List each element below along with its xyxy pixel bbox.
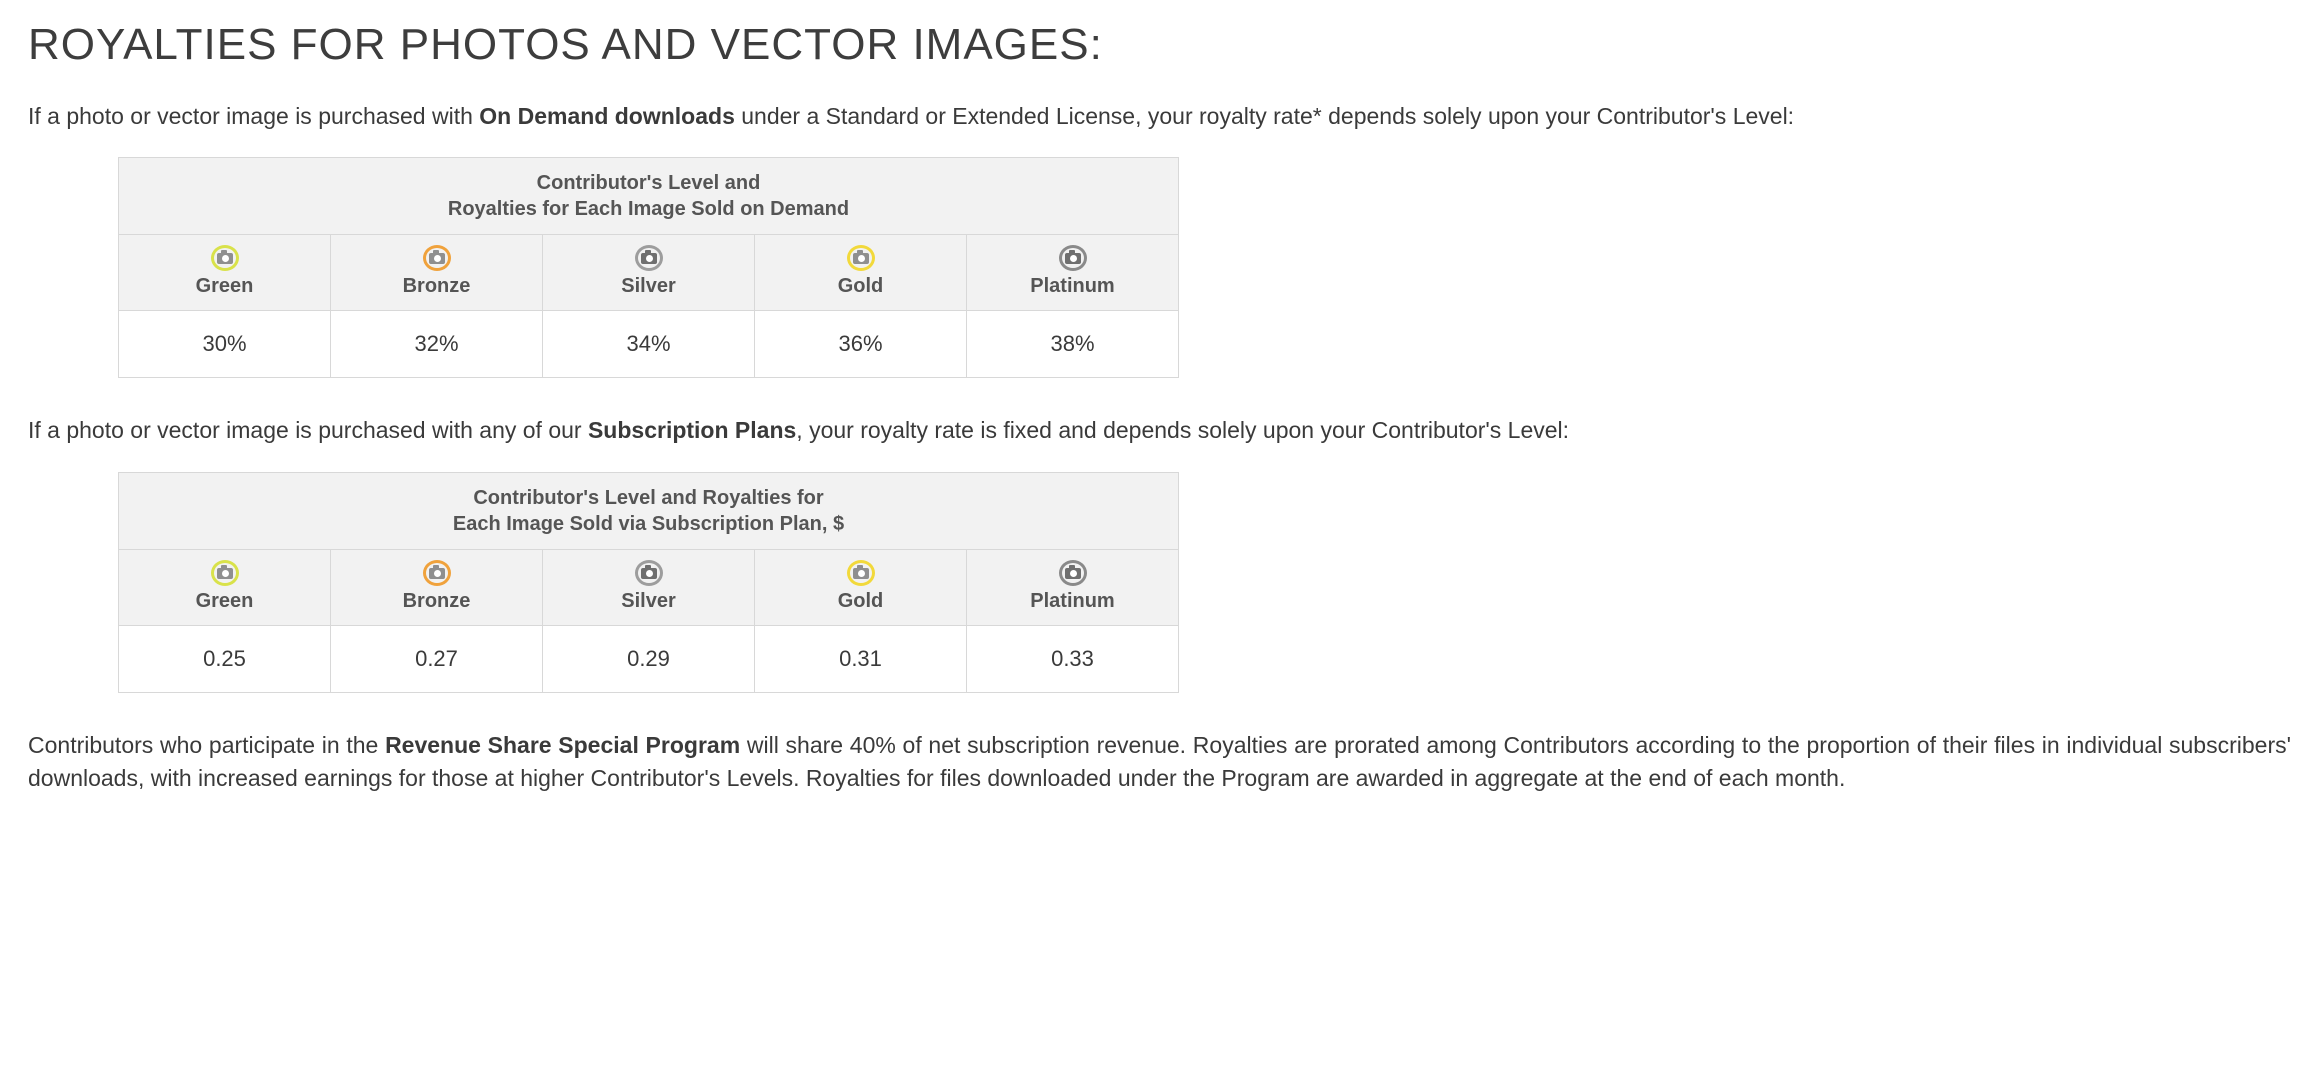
table1-caption: Contributor's Level and Royalties for Ea… — [119, 158, 1179, 235]
table1-value: 30% — [119, 311, 331, 378]
table1-level-silver: Silver — [543, 235, 755, 311]
table2-level-platinum: Platinum — [967, 549, 1179, 625]
level-label: Bronze — [357, 275, 516, 298]
para2-pre: If a photo or vector image is purchased … — [28, 417, 588, 443]
table2-caption: Contributor's Level and Royalties for Ea… — [119, 472, 1179, 549]
table1-level-green: Green — [119, 235, 331, 311]
camera-badge-icon — [635, 245, 663, 271]
table2-value: 0.29 — [543, 625, 755, 692]
intro-paragraph-on-demand: If a photo or vector image is purchased … — [28, 100, 2291, 133]
table1-level-gold: Gold — [755, 235, 967, 311]
table2-caption-line2: Each Image Sold via Subscription Plan, $ — [453, 513, 844, 535]
level-label: Gold — [781, 275, 940, 298]
camera-badge-icon — [423, 245, 451, 271]
table2-level-bronze: Bronze — [331, 549, 543, 625]
table1-values-row: 30% 32% 34% 36% 38% — [119, 311, 1179, 378]
para1-bold: On Demand downloads — [479, 103, 735, 129]
on-demand-royalty-table: Contributor's Level and Royalties for Ea… — [118, 157, 1179, 378]
camera-badge-icon — [635, 560, 663, 586]
level-label: Silver — [569, 590, 728, 613]
table1-value: 34% — [543, 311, 755, 378]
table1-level-header-row: Green Bronze Silver Gold Platinum — [119, 235, 1179, 311]
table1-level-bronze: Bronze — [331, 235, 543, 311]
table2-values-row: 0.25 0.27 0.29 0.31 0.33 — [119, 625, 1179, 692]
table1-level-platinum: Platinum — [967, 235, 1179, 311]
camera-badge-icon — [211, 245, 239, 271]
table1-caption-line1: Contributor's Level and — [537, 172, 761, 194]
table2-value: 0.27 — [331, 625, 543, 692]
table2-value: 0.33 — [967, 625, 1179, 692]
intro-paragraph-subscription: If a photo or vector image is purchased … — [28, 414, 2291, 447]
revenue-share-paragraph: Contributors who participate in the Reve… — [28, 729, 2291, 796]
subscription-royalty-table-wrap: Contributor's Level and Royalties for Ea… — [118, 472, 2291, 693]
table2-value: 0.25 — [119, 625, 331, 692]
level-label: Green — [145, 275, 304, 298]
para1-pre: If a photo or vector image is purchased … — [28, 103, 479, 129]
table2-level-header-row: Green Bronze Silver Gold Platinum — [119, 549, 1179, 625]
table1-value: 38% — [967, 311, 1179, 378]
level-label: Silver — [569, 275, 728, 298]
level-label: Platinum — [993, 275, 1152, 298]
para1-post: under a Standard or Extended License, yo… — [735, 103, 1794, 129]
table2-value: 0.31 — [755, 625, 967, 692]
para2-post: , your royalty rate is fixed and depends… — [796, 417, 1569, 443]
table2-level-silver: Silver — [543, 549, 755, 625]
para3-pre: Contributors who participate in the — [28, 732, 385, 758]
table2-level-green: Green — [119, 549, 331, 625]
page-title: ROYALTIES FOR PHOTOS AND VECTOR IMAGES: — [28, 20, 2291, 70]
level-label: Gold — [781, 590, 940, 613]
table2-caption-line1: Contributor's Level and Royalties for — [473, 487, 823, 509]
table1-value: 36% — [755, 311, 967, 378]
camera-badge-icon — [1059, 560, 1087, 586]
level-label: Bronze — [357, 590, 516, 613]
table1-value: 32% — [331, 311, 543, 378]
camera-badge-icon — [847, 245, 875, 271]
level-label: Green — [145, 590, 304, 613]
table1-caption-line2: Royalties for Each Image Sold on Demand — [448, 198, 849, 220]
camera-badge-icon — [211, 560, 239, 586]
on-demand-royalty-table-wrap: Contributor's Level and Royalties for Ea… — [118, 157, 2291, 378]
camera-badge-icon — [423, 560, 451, 586]
subscription-royalty-table: Contributor's Level and Royalties for Ea… — [118, 472, 1179, 693]
table2-level-gold: Gold — [755, 549, 967, 625]
para2-bold: Subscription Plans — [588, 417, 796, 443]
camera-badge-icon — [1059, 245, 1087, 271]
camera-badge-icon — [847, 560, 875, 586]
para3-bold: Revenue Share Special Program — [385, 732, 740, 758]
level-label: Platinum — [993, 590, 1152, 613]
